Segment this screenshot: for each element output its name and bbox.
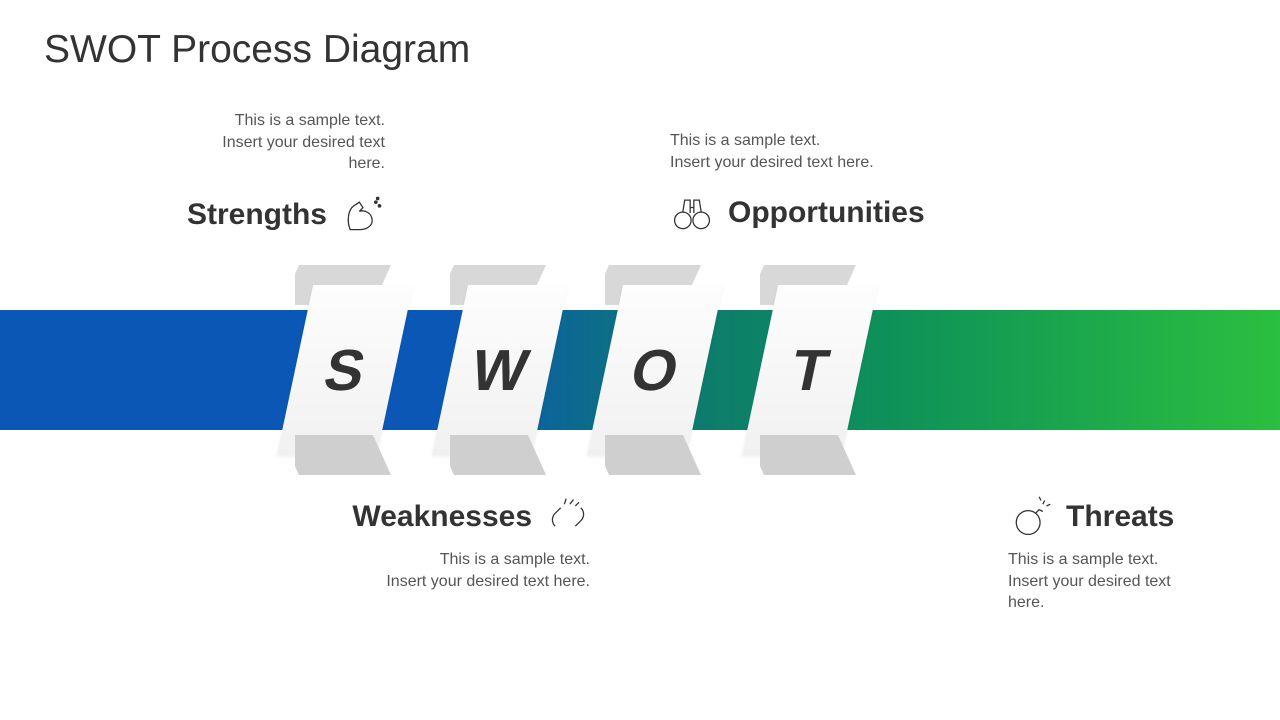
desc: This is a sample text.Insert your desire…	[230, 549, 590, 592]
heading: Threats	[1066, 500, 1174, 534]
desc: This is a sample text.Insert your desire…	[1008, 549, 1258, 614]
quadrant-strengths: This is a sample text.Insert your desire…	[65, 110, 385, 237]
desc: This is a sample text.Insert your desire…	[670, 130, 1090, 173]
heading: Strengths	[187, 198, 327, 232]
ribbon-w: W	[450, 265, 550, 475]
bomb-icon	[1008, 495, 1052, 539]
ribbon-letter: T	[742, 285, 878, 455]
quadrant-threats: Threats This is a sample text.Insert you…	[1008, 495, 1258, 614]
desc: This is a sample text.Insert your desire…	[65, 110, 385, 175]
binoculars-icon	[670, 191, 714, 235]
ribbon-o: O	[605, 265, 705, 475]
heading: Opportunities	[728, 196, 925, 230]
ribbon-letter: S	[277, 285, 413, 455]
ribbon-s: S	[295, 265, 395, 475]
broken-chain-icon	[546, 495, 590, 539]
ribbon-group: S W O T	[295, 265, 935, 475]
page-title: SWOT Process Diagram	[44, 28, 470, 72]
quadrant-weaknesses: Weaknesses This is a sample text.Insert …	[230, 495, 590, 592]
heading: Weaknesses	[352, 500, 532, 534]
ribbon-t: T	[760, 265, 860, 475]
ribbon-letter: W	[432, 285, 568, 455]
quadrant-opportunities: This is a sample text.Insert your desire…	[670, 130, 1090, 235]
muscle-icon	[341, 193, 385, 237]
ribbon-letter: O	[587, 285, 723, 455]
